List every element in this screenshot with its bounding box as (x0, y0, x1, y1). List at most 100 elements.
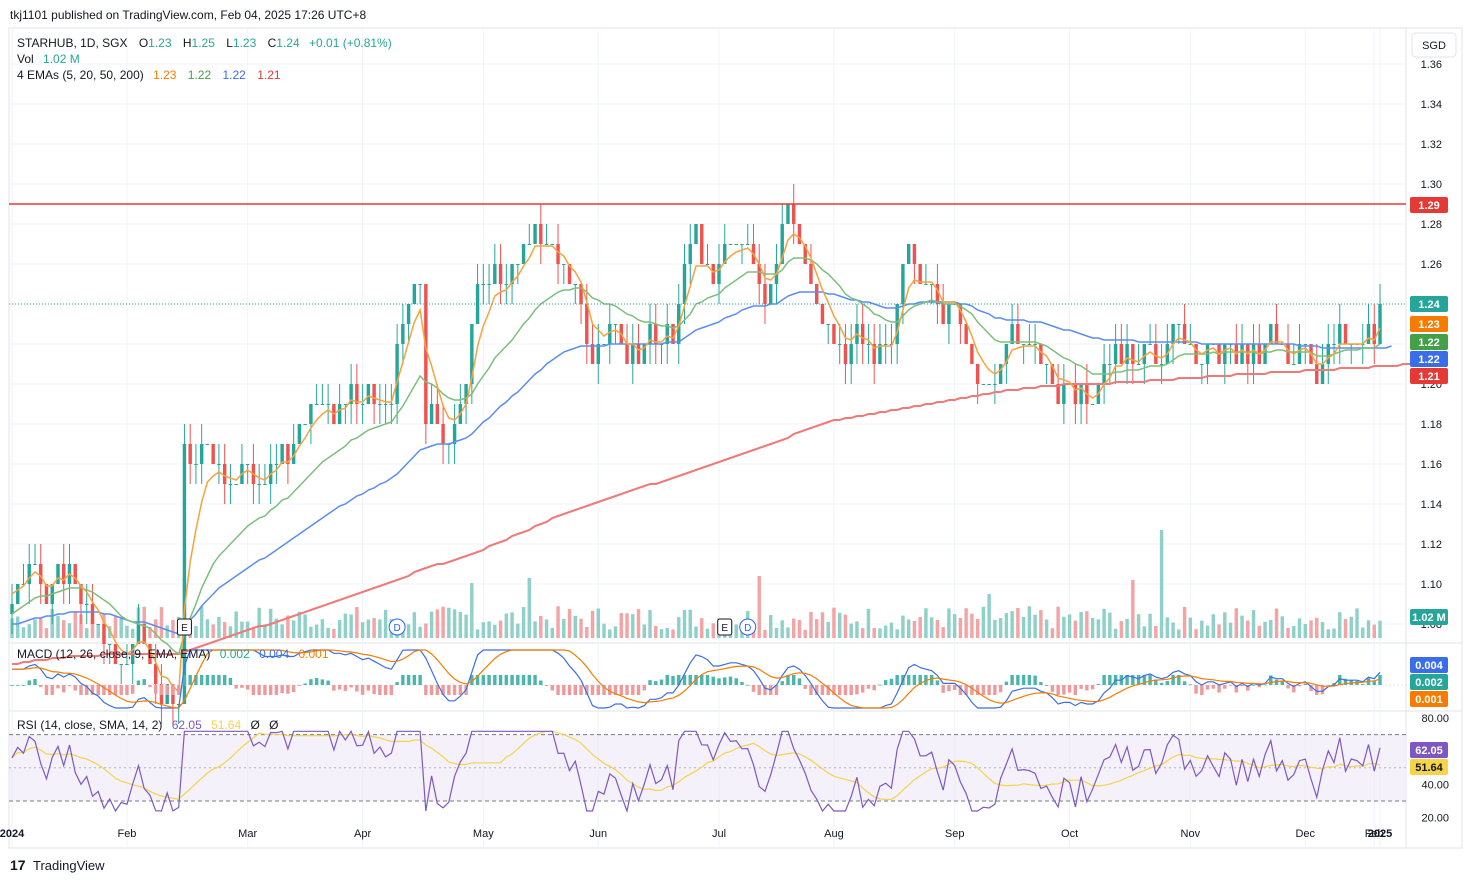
candle-body (958, 304, 963, 324)
macd-hist-bar (355, 685, 359, 692)
candle-body (590, 344, 595, 364)
candle-body (199, 444, 204, 464)
macd-hist-bar (136, 680, 141, 685)
volume-bar (199, 606, 204, 638)
volume-bar (1361, 627, 1365, 638)
macd-hist-bar (73, 685, 77, 691)
volume-bar (878, 628, 882, 638)
candle-body (791, 204, 796, 224)
candle-body (579, 284, 583, 304)
macd-hist-bar (952, 685, 957, 691)
macd-hist-bar (205, 675, 210, 685)
volume-bar (1263, 621, 1267, 638)
macd-hist-bar (860, 685, 865, 693)
candle-body (107, 644, 112, 645)
candle-body (355, 384, 359, 404)
volume-bar (349, 614, 353, 638)
macd-hist-bar (107, 685, 112, 695)
tradingview-logo[interactable]: 17 TradingView (10, 857, 105, 873)
macd-hist-bar (1292, 685, 1296, 693)
volume-bar (837, 612, 842, 638)
candle-body (1159, 364, 1164, 365)
candle-body (1154, 344, 1158, 364)
candle-body (1033, 344, 1037, 345)
volume-bar (1217, 624, 1221, 638)
volume-bar (85, 628, 89, 638)
price-badge-bg (1410, 296, 1448, 312)
macd-hist-bar (1211, 685, 1216, 689)
macd-badge-bg (1410, 674, 1448, 690)
volume-bar (763, 629, 767, 638)
macd-hist-bar (263, 685, 267, 695)
macd-hist-bar (935, 680, 940, 685)
macd-hist-bar (1194, 685, 1198, 694)
candle-body (1292, 364, 1296, 365)
macd-hist-bar (878, 684, 882, 686)
volume-bar (1211, 614, 1216, 638)
volume-bar (1142, 626, 1147, 638)
candle-body (1303, 344, 1307, 345)
time-tick-label: Mar (238, 828, 257, 840)
macd-hist-bar (1165, 680, 1170, 685)
volume-bar (521, 607, 526, 638)
candle-body (309, 404, 313, 424)
macd-hist-bar (1010, 675, 1014, 685)
candle-body (142, 624, 146, 644)
time-axis: 2024 Feb Mar Apr May Jun Jul Aug Sep Oct Nov Dec 202… (0, 828, 1392, 840)
volume-bar (849, 623, 853, 638)
macd-hist-bar (447, 685, 451, 695)
volume-bar (1200, 620, 1204, 638)
volume-bar (1113, 628, 1118, 638)
volume-bar (441, 606, 445, 638)
candle-body (228, 484, 233, 485)
volume-bar (458, 612, 463, 638)
macd-hist-bar (832, 685, 836, 695)
macd-hist-bar (125, 685, 129, 695)
macd-hist-bar (533, 675, 537, 685)
volume-bar (343, 613, 348, 638)
volume-bar (1004, 613, 1009, 638)
macd-hist-bar (1217, 685, 1221, 693)
candle-body (918, 264, 922, 284)
price-badge: 1.29 (1418, 200, 1439, 212)
candle-body (366, 384, 371, 404)
candle-body (573, 284, 578, 285)
candle-body (636, 344, 641, 364)
macd-hist-bar (1027, 675, 1032, 685)
candle-body (1056, 384, 1060, 404)
macd-hist-bar (1274, 679, 1279, 685)
rsi-badge: 62.05 (1415, 745, 1443, 757)
volume-bar (631, 614, 635, 638)
currency-button[interactable]: SGD (1411, 32, 1457, 58)
price-tick-label: 1.28 (1421, 219, 1442, 231)
volume-bar (780, 620, 784, 638)
candle-body (62, 564, 66, 584)
macd-hist-bar (291, 685, 296, 692)
volume-bar (429, 611, 434, 638)
volume-bar (924, 608, 928, 638)
macd-hist-bar (39, 685, 43, 688)
candle-body (648, 324, 652, 344)
rsi-ma-line (11, 730, 1381, 801)
macd-hist-bar (516, 675, 520, 685)
macd-hist-bar (1148, 675, 1152, 685)
macd-hist-bar (21, 685, 26, 686)
volume-bar (1165, 617, 1170, 638)
volume-bar (498, 620, 503, 638)
candle-body (602, 344, 606, 345)
rsi-badge-bg (1410, 759, 1448, 775)
macd-hist-bar (1315, 685, 1319, 695)
macd-hist-bar (1280, 680, 1285, 685)
macd-hist-bar (349, 685, 353, 688)
rsi-badge-bg (1410, 742, 1448, 758)
candle-body (56, 564, 60, 584)
volume-bar (602, 623, 606, 638)
volume-bar (1090, 617, 1095, 638)
macd-hist-bar (303, 683, 307, 685)
candle-body (1148, 344, 1152, 345)
volume-bar (257, 607, 261, 638)
ema50-line (12, 291, 1392, 635)
macd-hist-bar (159, 685, 164, 695)
candle-body (975, 364, 980, 384)
